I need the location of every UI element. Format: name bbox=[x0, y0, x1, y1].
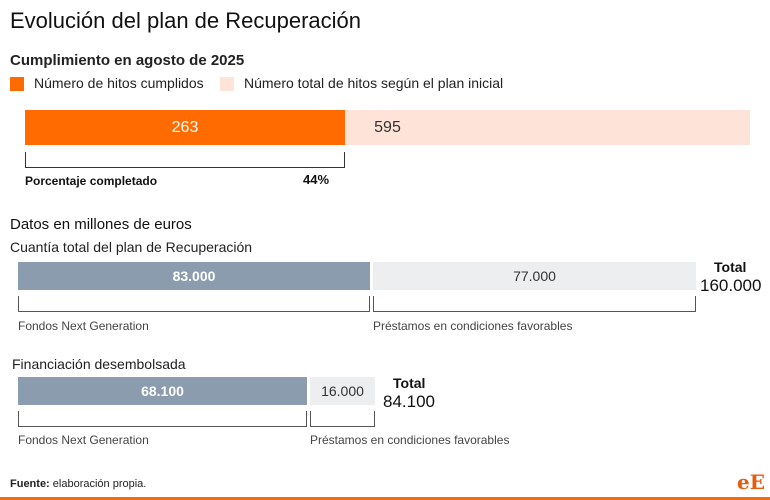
source-text: elaboración propia. bbox=[49, 478, 147, 490]
legend-swatch-total bbox=[220, 77, 234, 91]
bar-disbursed-next-generation: 68.100 bbox=[18, 377, 307, 405]
bracket-disbursed-next-generation bbox=[18, 411, 307, 427]
disbursed-total-value: 84.100 bbox=[383, 392, 435, 411]
label-total-plan-next-generation: Fondos Next Generation bbox=[18, 319, 149, 333]
bar-disbursed-loans: 16.000 bbox=[310, 377, 375, 405]
milestones-subtitle: Cumplimiento en agosto de 2025 bbox=[10, 52, 245, 69]
units-label: Datos en millones de euros bbox=[10, 216, 192, 233]
label-disbursed-next-generation: Fondos Next Generation bbox=[18, 433, 149, 447]
total-plan-total-value: 160.000 bbox=[700, 276, 762, 295]
label-total-plan-loans: Préstamos en condiciones favorables bbox=[373, 319, 573, 333]
chart-title: Evolución del plan de Recuperación bbox=[10, 8, 362, 33]
brand-logo: eE bbox=[737, 470, 765, 494]
bar-total-plan-next-generation: 83.000 bbox=[18, 262, 370, 290]
source-note: Fuente: elaboración propia. bbox=[10, 478, 146, 490]
disbursed-total-word: Total bbox=[393, 375, 426, 391]
bar-total-plan-loans: 77.000 bbox=[373, 262, 696, 290]
bar-label-total-milestones: 595 bbox=[374, 118, 401, 136]
bracket-disbursed-loans bbox=[310, 411, 375, 427]
percent-bracket bbox=[25, 152, 345, 168]
bar-label-disbursed-next-generation: 68.100 bbox=[141, 383, 184, 399]
bar-label-disbursed-loans: 16.000 bbox=[321, 383, 364, 399]
bracket-total-plan-next-generation bbox=[18, 296, 370, 312]
legend-label-total: Número total de hitos según el plan inic… bbox=[244, 75, 504, 91]
source-label: Fuente: bbox=[10, 478, 50, 490]
label-disbursed-loans: Préstamos en condiciones favorables bbox=[310, 433, 510, 447]
legend-label-completed: Número de hitos cumplidos bbox=[34, 75, 204, 91]
bar-label-completed-milestones: 263 bbox=[171, 118, 199, 136]
disbursed-label: Financiación desembolsada bbox=[12, 356, 186, 372]
total-plan-total-word: Total bbox=[714, 259, 747, 275]
bracket-total-plan-loans bbox=[373, 296, 696, 312]
footer-rule bbox=[0, 497, 770, 500]
bar-completed-milestones: 263 bbox=[25, 110, 345, 145]
total-plan-label: Cuantía total del plan de Recuperación bbox=[10, 239, 253, 255]
bar-label-total-plan-loans: 77.000 bbox=[513, 268, 556, 284]
percent-label: Porcentaje completado bbox=[25, 174, 158, 188]
percent-value: 44% bbox=[303, 172, 330, 187]
bar-label-total-plan-next-generation: 83.000 bbox=[172, 268, 216, 284]
legend-swatch-completed bbox=[10, 77, 24, 91]
